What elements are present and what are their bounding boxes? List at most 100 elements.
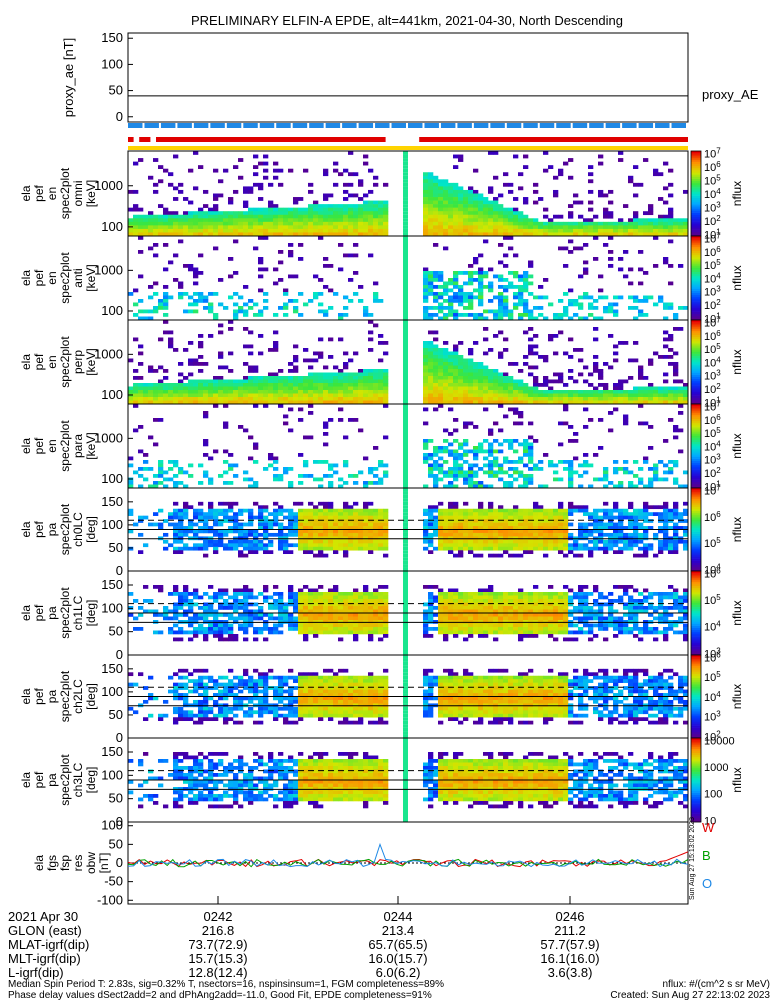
heatmap-cell — [243, 595, 249, 600]
heatmap-cell — [378, 393, 384, 398]
heatmap-cell — [618, 295, 624, 300]
heatmap-cell — [248, 306, 254, 310]
heatmap-cell — [208, 508, 214, 513]
heatmap-cell — [243, 599, 249, 603]
heatmap-cell — [488, 204, 494, 208]
status-red-segment — [128, 137, 134, 142]
heatmap-cell — [478, 481, 484, 485]
heatmap-cell — [208, 501, 214, 506]
colorbar-cell — [691, 303, 701, 306]
heatmap-cell — [498, 243, 504, 247]
heatmap-cell — [523, 453, 529, 457]
heatmap-cell — [223, 546, 229, 551]
heatmap-cell — [668, 193, 674, 198]
heatmap-cell — [598, 519, 604, 523]
heatmap-cell — [318, 337, 324, 342]
heatmap-cell — [243, 309, 249, 314]
heatmap-cell — [678, 404, 684, 408]
heatmap-cell — [228, 539, 234, 544]
heatmap-cell — [403, 175, 408, 180]
heatmap-cell — [343, 182, 349, 187]
heatmap-cell — [668, 302, 674, 307]
heatmap-cell — [353, 218, 359, 223]
heatmap-cell — [568, 439, 574, 443]
colorbar-tick-label: 102 — [704, 466, 721, 480]
heatmap-cell — [548, 218, 554, 223]
heatmap-cell — [518, 529, 524, 534]
heatmap-cell — [173, 623, 179, 628]
heatmap-cell — [178, 218, 184, 223]
heatmap-cell — [448, 393, 454, 398]
heatmap-cell — [483, 271, 489, 275]
heatmap-cell — [313, 460, 319, 464]
heatmap-cell — [313, 512, 319, 516]
heatmap-cell — [198, 369, 204, 373]
heatmap-cell — [178, 470, 184, 475]
heatmap-cell — [168, 211, 174, 216]
heatmap-cell — [268, 602, 274, 607]
heatmap-cell — [473, 207, 479, 212]
heatmap-cell — [363, 532, 369, 537]
y-axis-label-line: para — [71, 434, 85, 458]
heatmap-cell — [598, 274, 604, 279]
heatmap-cell — [463, 306, 469, 310]
heatmap-cell — [213, 592, 219, 596]
heatmap-cell — [668, 214, 674, 219]
heatmap-cell — [323, 379, 329, 384]
heatmap-cell — [193, 281, 199, 286]
heatmap-cell — [343, 225, 349, 230]
heatmap-cell — [568, 474, 574, 478]
heatmap-cell — [463, 372, 469, 377]
heatmap-cell — [433, 186, 439, 191]
heatmap-cell — [368, 228, 374, 233]
heatmap-cell — [368, 211, 374, 216]
heatmap-cell — [133, 404, 139, 408]
heatmap-cell — [378, 390, 384, 394]
heatmap-cell — [488, 432, 494, 436]
y-tick-label: 100 — [101, 471, 123, 486]
heatmap-cell — [438, 207, 444, 212]
heatmap-cell — [563, 390, 569, 394]
heatmap-cell — [613, 228, 619, 233]
heatmap-cell — [308, 365, 314, 370]
heatmap-cell — [483, 449, 489, 454]
heatmap-cell — [563, 515, 569, 520]
heatmap-cell — [548, 526, 554, 530]
heatmap-cell — [228, 295, 234, 300]
colorbar-cell — [691, 216, 701, 220]
heatmap-cell — [683, 400, 689, 405]
heatmap-cell — [138, 532, 144, 537]
heatmap-cell — [423, 439, 429, 443]
heatmap-cell — [508, 189, 514, 194]
heatmap-cell — [463, 193, 469, 198]
colorbar-tick-label: 104 — [704, 355, 721, 369]
heatmap-cell — [523, 197, 529, 201]
heatmap-cell — [678, 484, 684, 489]
heatmap-cell — [148, 599, 154, 603]
heatmap-cell — [283, 214, 289, 219]
y-axis-label-line: pa — [45, 523, 59, 537]
y-axis-label-line: [keV] — [84, 264, 98, 291]
heatmap-cell — [678, 393, 684, 398]
colorbar-cell — [691, 427, 701, 430]
heatmap-cell — [213, 404, 219, 408]
heatmap-cell — [233, 602, 239, 607]
heatmap-cell — [198, 526, 204, 530]
heatmap-cell — [578, 393, 584, 398]
heatmap-cell — [173, 154, 179, 159]
heatmap-cell — [623, 250, 629, 254]
heatmap-cell — [423, 228, 429, 233]
heatmap-cell — [273, 232, 279, 237]
heatmap-cell — [343, 376, 349, 380]
heatmap-cell — [213, 515, 219, 520]
heatmap-cell — [483, 365, 489, 370]
heatmap-cell — [468, 532, 474, 537]
heatmap-cell — [573, 456, 579, 461]
heatmap-cell — [253, 246, 259, 251]
heatmap-cell — [403, 463, 408, 467]
heatmap-cell — [428, 285, 434, 289]
colorbar-cell — [691, 294, 701, 298]
heatmap-cell — [483, 543, 489, 548]
heatmap-cell — [573, 232, 579, 237]
heatmap-cell — [193, 616, 199, 621]
